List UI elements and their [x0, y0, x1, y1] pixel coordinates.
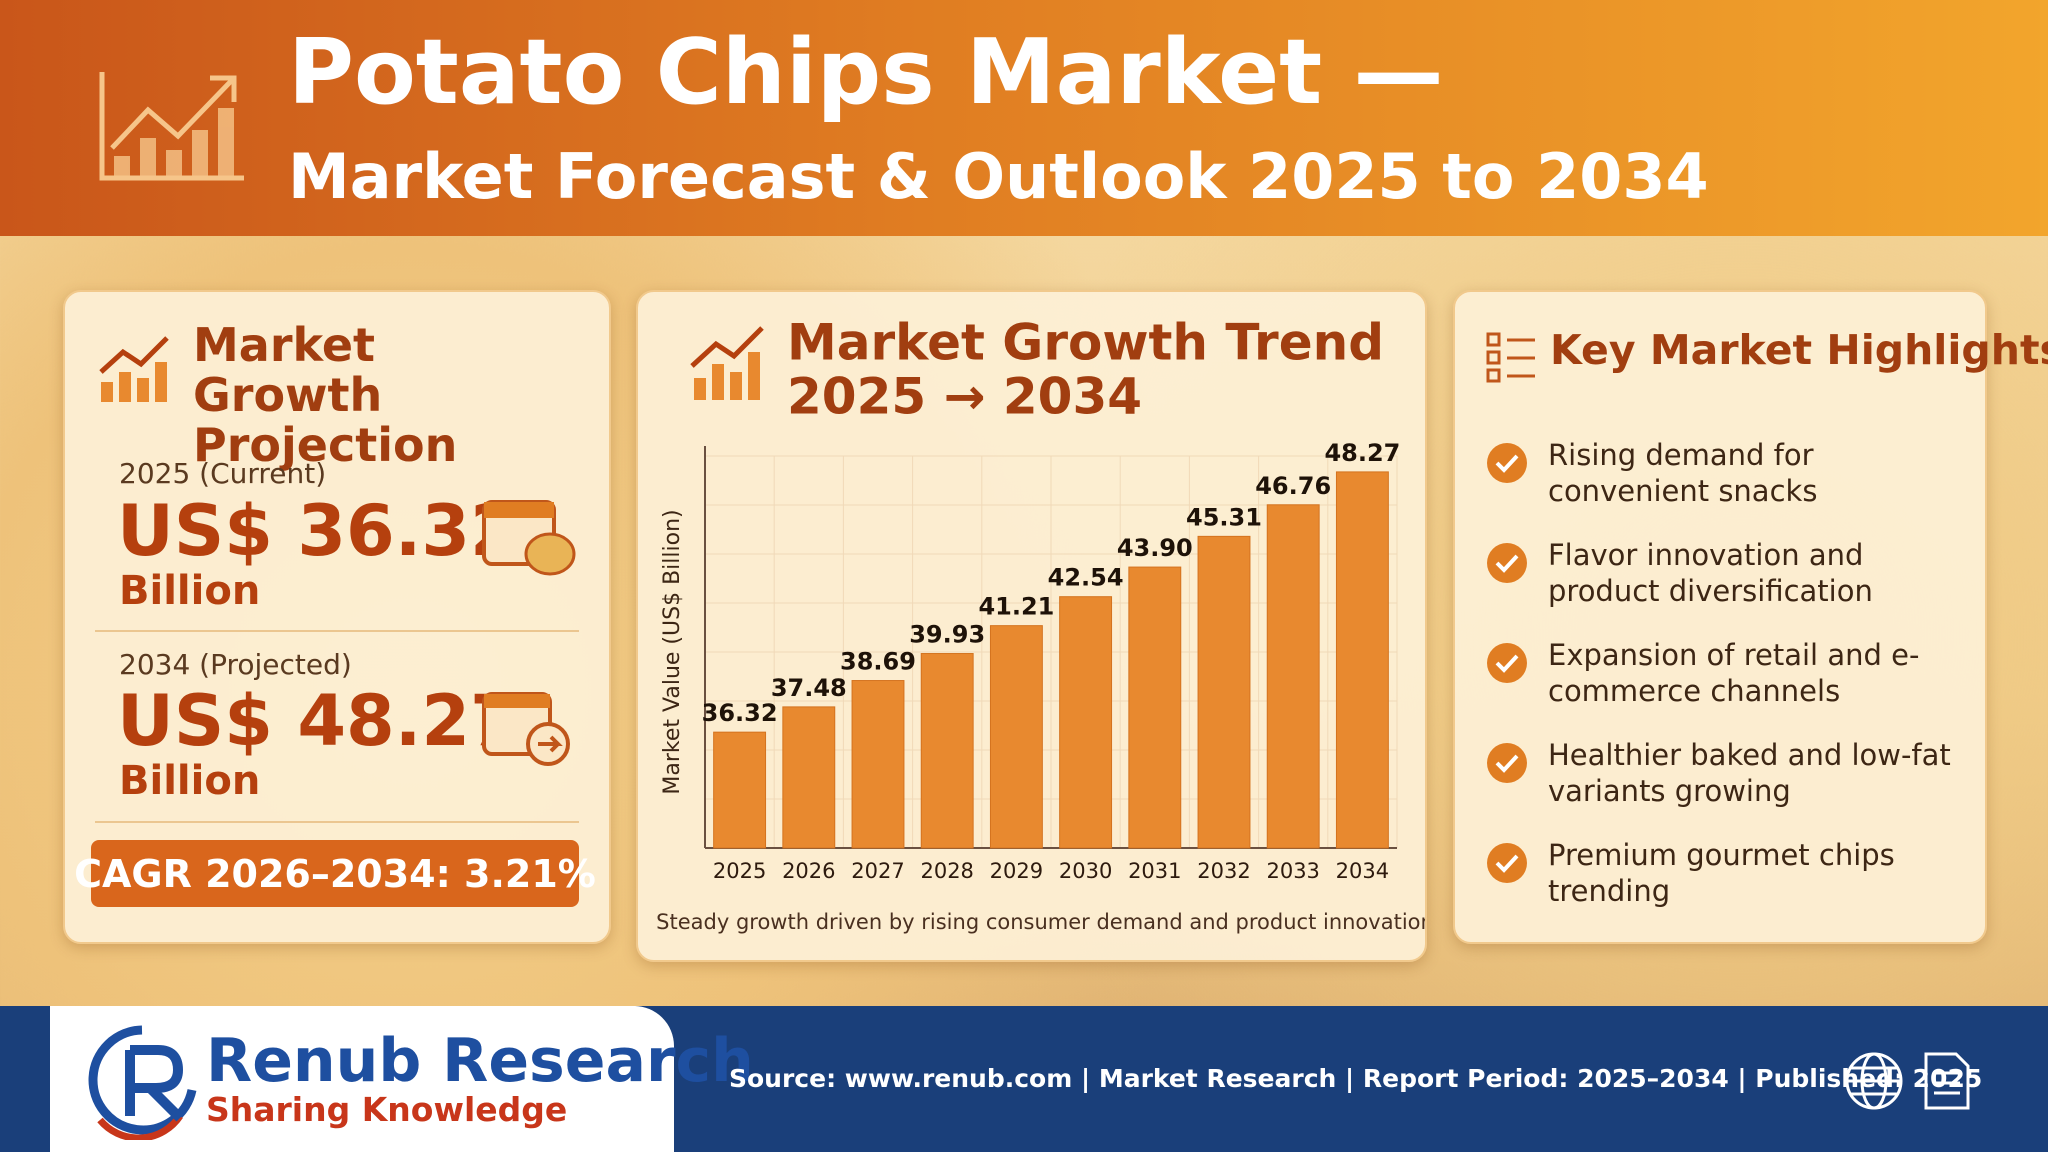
growth-icon [99, 336, 169, 402]
bar [1197, 535, 1251, 849]
cagr-badge: CAGR 2026–2034: 3.21% [74, 840, 596, 907]
value-label: 48.27 [1324, 439, 1400, 467]
check-icon [1487, 543, 1527, 583]
projection-card: Market Growth Projection 2025 (Current) … [63, 290, 611, 944]
x-tick-label: 2034 [1336, 859, 1389, 883]
value-label: 45.31 [1186, 503, 1262, 531]
page-subtitle: Market Forecast & Outlook 2025 to 2034 [288, 140, 1709, 213]
chart-icon [690, 326, 764, 400]
value-label: 41.21 [978, 593, 1054, 621]
check-icon [1487, 743, 1527, 783]
chart-card: Market Growth Trend 2025 → 2034 Market V… [636, 290, 1427, 962]
highlight-item: Rising demand for convenient snacks [1548, 438, 1818, 508]
chart-subtitle: 2025 → 2034 [787, 368, 1142, 426]
y-axis-label: Market Value (US$ Billion) [660, 509, 685, 794]
projected-value: US$ 48.27 [117, 680, 519, 762]
x-tick-label: 2030 [1059, 859, 1112, 883]
bar [989, 625, 1043, 849]
highlights-card: Key Market Highlights Rising demand for … [1453, 290, 2048, 944]
card-title: Key Market Highlights [1550, 326, 2048, 374]
value-label: 39.93 [909, 621, 985, 649]
x-tick-label: 2029 [990, 859, 1043, 883]
bar [782, 706, 836, 849]
x-tick-label: 2031 [1128, 859, 1181, 883]
calendar-icon [482, 500, 576, 576]
chart-title: Market Growth Trend [787, 314, 1384, 372]
bar [713, 731, 767, 849]
x-tick-label: 2032 [1197, 859, 1250, 883]
brand-tagline: Sharing Knowledge [206, 1090, 568, 1129]
x-tick-label: 2033 [1266, 859, 1319, 883]
card-title: Market Growth Projection [193, 318, 458, 472]
bar [1128, 566, 1182, 849]
x-tick-label: 2025 [713, 859, 766, 883]
bar [920, 653, 974, 849]
source-line: Source: www.renub.com | Market Research … [729, 1064, 1983, 1093]
logo-box [50, 1006, 674, 1152]
logo-mark [88, 1025, 197, 1140]
chart-caption: Steady growth driven by rising consumer … [656, 910, 1425, 934]
value-label: 43.90 [1117, 534, 1193, 562]
x-tick-label: 2026 [782, 859, 835, 883]
current-unit: Billion [119, 568, 261, 614]
value-label: 36.32 [702, 699, 778, 727]
projected-label: 2034 (Projected) [119, 648, 352, 681]
header: Potato Chips Market — Market Forecast & … [0, 0, 2048, 236]
check-icon [1487, 643, 1527, 683]
x-tick-label: 2028 [920, 859, 973, 883]
highlight-item: Healthier baked and low-fat variants gro… [1548, 738, 1951, 808]
divider [95, 630, 579, 632]
value-label: 38.69 [840, 648, 916, 676]
forecast-icon [482, 692, 570, 766]
highlight-item: Expansion of retail and e-commerce chann… [1548, 638, 1920, 708]
value-label: 42.54 [1048, 564, 1124, 592]
current-label: 2025 (Current) [119, 457, 327, 490]
divider [95, 821, 579, 823]
bar [1059, 596, 1113, 849]
page-title: Potato Chips Market — [288, 20, 1444, 125]
brand-name: Renub Research [206, 1026, 754, 1096]
highlight-item: Premium gourmet chips trending [1548, 838, 1895, 908]
bar [851, 680, 905, 849]
highlight-item: Flavor innovation and product diversific… [1548, 538, 1873, 608]
projected-unit: Billion [119, 758, 261, 804]
bar [1266, 504, 1320, 849]
check-icon [1487, 843, 1527, 883]
checklist-icon [1486, 332, 1535, 383]
header-icon [99, 72, 244, 181]
bar [1335, 471, 1389, 849]
value-label: 46.76 [1255, 472, 1331, 500]
x-tick-label: 2027 [851, 859, 904, 883]
current-value: US$ 36.32 [117, 490, 519, 572]
value-label: 37.48 [771, 674, 847, 702]
chart: Market Growth Trend 2025 → 2034 Market V… [656, 314, 1425, 935]
check-icon [1487, 443, 1527, 483]
footer-icons [1845, 1052, 1970, 1110]
